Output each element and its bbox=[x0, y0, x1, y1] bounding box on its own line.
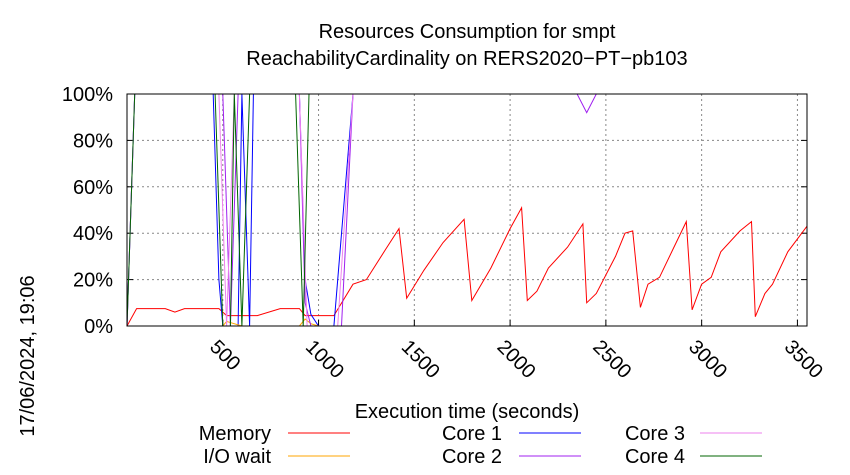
legend-label: Core 1 bbox=[442, 423, 502, 445]
chart-title-line1: Resources Consumption for smpt bbox=[319, 21, 616, 43]
plot-border bbox=[126, 93, 808, 327]
x-tick-label: 3500 bbox=[780, 336, 827, 383]
legend-label: Core 2 bbox=[442, 446, 502, 468]
grid bbox=[127, 94, 807, 326]
x-tick-label: 1500 bbox=[397, 336, 444, 383]
legend-label: Core 4 bbox=[625, 446, 685, 468]
legend-label: I/O wait bbox=[203, 446, 271, 468]
series-line-i-o-wait bbox=[127, 318, 807, 327]
y-tick-label: 40% bbox=[73, 223, 113, 245]
y-tick-label: 20% bbox=[73, 270, 113, 292]
x-tick-label: 2500 bbox=[588, 336, 635, 383]
legend-label: Memory bbox=[199, 423, 271, 445]
x-tick-label: 2000 bbox=[493, 336, 540, 383]
x-axis-ticks: 500 1000 1500 2000 2500 3000 3500 bbox=[205, 320, 827, 383]
legend-label: Core 3 bbox=[625, 423, 685, 445]
chart-title-line2: ReachabilityCardinality on RERS2020−PT−p… bbox=[246, 48, 687, 70]
series-lines bbox=[126, 93, 808, 327]
x-tick-label: 1000 bbox=[301, 336, 348, 383]
x-tick-label: 500 bbox=[205, 336, 244, 375]
y-tick-label: 80% bbox=[73, 130, 113, 152]
series-line-core-2 bbox=[126, 93, 807, 327]
y-axis-ticks: 0% 20% 40% 60% 80% 100% bbox=[62, 84, 807, 338]
y-tick-label: 0% bbox=[84, 316, 113, 338]
x-tick-label: 3000 bbox=[684, 336, 731, 383]
y-tick-label: 100% bbox=[62, 84, 113, 106]
timestamp-label: 17/06/2024, 19:06 bbox=[17, 275, 39, 436]
x-axis-label: Execution time (seconds) bbox=[355, 401, 580, 423]
y-tick-label: 60% bbox=[73, 177, 113, 199]
series-line-memory bbox=[126, 205, 808, 327]
